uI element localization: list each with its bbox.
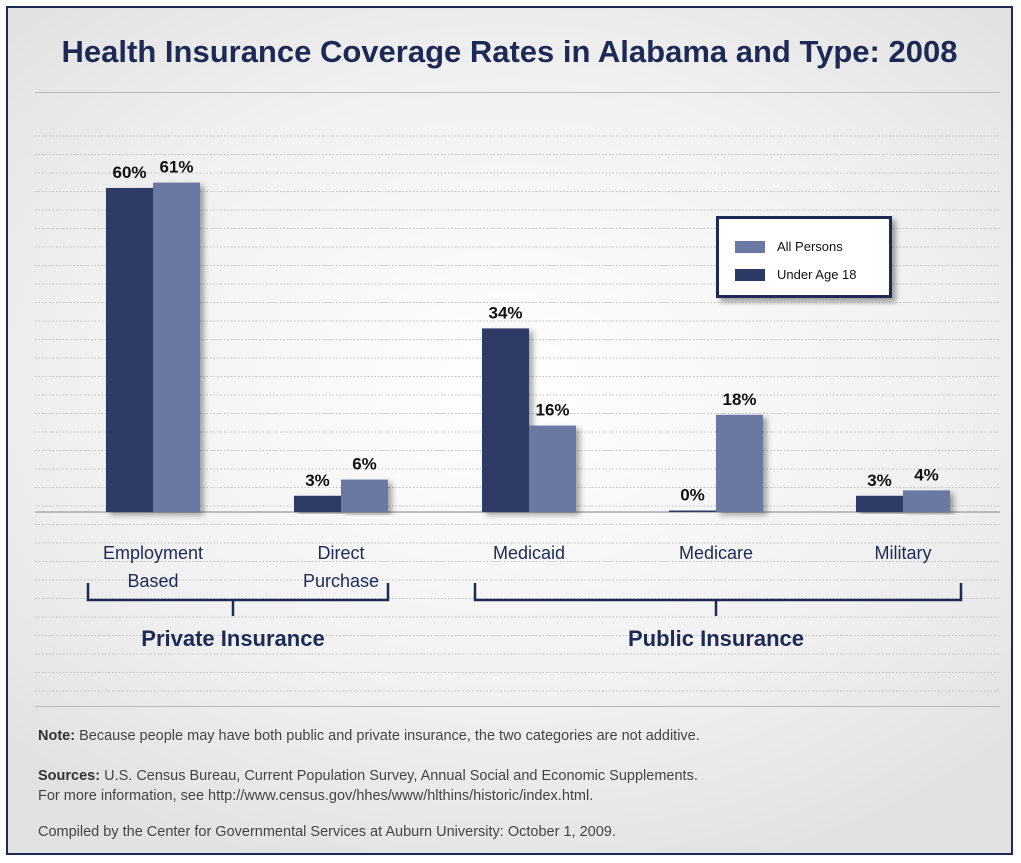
category-label: Medicare <box>679 543 753 563</box>
chart-frame: Health Insurance Coverage Rates in Alaba… <box>6 6 1013 855</box>
bar-all-persons <box>903 490 950 512</box>
bar-value-label-under-18: 0% <box>680 486 705 505</box>
bar-value-label-under-18: 34% <box>488 303 522 322</box>
chart-title: Health Insurance Coverage Rates in Alaba… <box>61 34 958 69</box>
group-label: Public Insurance <box>628 626 804 651</box>
bar-value-label-under-18: 3% <box>867 471 892 490</box>
sources-text: U.S. Census Bureau, Current Population S… <box>100 768 698 784</box>
note-line: Note: Because people may have both publi… <box>38 726 700 746</box>
group-bracket <box>86 583 390 616</box>
category-label: Employment <box>103 543 203 563</box>
bar-value-label-all-persons: 4% <box>914 465 939 484</box>
group-label: Private Insurance <box>141 626 324 651</box>
legend: All Persons Under Age 18 <box>716 216 892 298</box>
legend-label-under-18: Under Age 18 <box>777 267 857 282</box>
bar-value-label-all-persons: 16% <box>535 401 569 420</box>
bar-value-label-under-18: 3% <box>305 471 330 490</box>
bar-under-18 <box>669 510 716 512</box>
bar-value-label-all-persons: 61% <box>159 158 193 177</box>
compiled-line: Compiled by the Center for Governmental … <box>38 824 616 840</box>
legend-item-all-persons: All Persons <box>735 239 843 254</box>
note-text: Because people may have both public and … <box>75 728 700 744</box>
bar-value-label-under-18: 60% <box>112 163 146 182</box>
bar-all-persons <box>153 182 200 512</box>
bar-under-18 <box>106 188 153 512</box>
legend-swatch-all-persons <box>735 240 765 253</box>
legend-swatch-under-18 <box>735 268 765 281</box>
sources-line: Sources: U.S. Census Bureau, Current Pop… <box>38 766 698 786</box>
category-label: Military <box>875 543 932 563</box>
bar-all-persons <box>341 479 388 512</box>
bar-all-persons <box>529 425 576 512</box>
bar-value-label-all-persons: 18% <box>722 390 756 409</box>
notes-rule <box>35 706 1000 707</box>
category-label: Purchase <box>303 571 379 591</box>
bar-under-18 <box>294 495 341 512</box>
category-label: Direct <box>317 543 364 563</box>
bar-under-18 <box>482 328 529 512</box>
legend-label-all-persons: All Persons <box>777 239 843 254</box>
group-bracket <box>473 583 963 616</box>
chart-plot: 60% 3% 34% 0% 3% 61% 6% 16% 18% 4% Employment Based… <box>35 135 1000 692</box>
more-info-line: For more information, see http://www.cen… <box>38 788 594 804</box>
category-label: Based <box>127 571 178 591</box>
bar-all-persons <box>716 414 763 512</box>
legend-item-under-18: Under Age 18 <box>735 267 857 282</box>
note-label: Note: <box>38 728 76 744</box>
bar-value-label-all-persons: 6% <box>352 455 377 474</box>
category-label: Medicaid <box>493 543 565 563</box>
sources-label: Sources: <box>38 768 101 784</box>
title-rule <box>35 92 1000 93</box>
bar-under-18 <box>856 495 903 512</box>
